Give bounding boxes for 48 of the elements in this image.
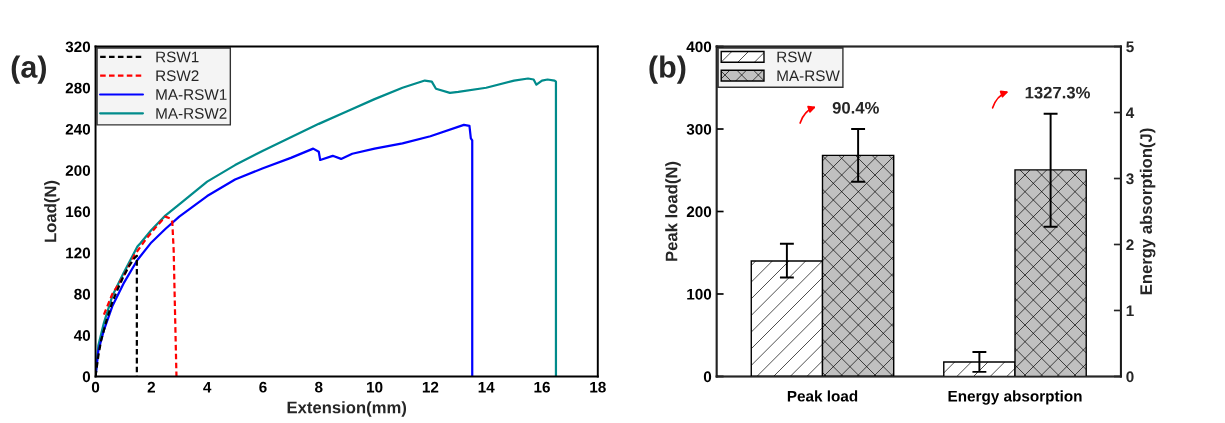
y-tick-label: 240 <box>65 123 91 135</box>
x-tick-label: 6 <box>259 381 267 393</box>
y-tick-label: 0 <box>82 371 91 383</box>
x-tick-label: 12 <box>422 381 439 393</box>
legend-label: MA-RSW <box>777 70 840 82</box>
chart-title: (b) <box>649 55 686 84</box>
x-tick-label: 14 <box>478 381 495 393</box>
y-tick-label: 80 <box>74 288 91 300</box>
legend-label: RSW <box>777 51 812 63</box>
legend-label: MA-RSW2 <box>156 107 227 119</box>
x-tick-label: Energy absorption <box>948 390 1082 405</box>
x-tick-label: 18 <box>590 381 606 393</box>
y-tick-label: 200 <box>686 206 712 218</box>
y-tick-label: 100 <box>687 288 712 300</box>
legend-label: MA-RSW1 <box>156 89 227 100</box>
chart-title: (a) <box>11 55 46 84</box>
line-series <box>95 123 474 377</box>
line-series <box>102 215 178 377</box>
y-tick-label: 400 <box>686 41 712 53</box>
x-tick-label: Peak load <box>787 390 858 402</box>
legend-label: RSW1 <box>156 51 199 63</box>
y2-tick-label: 5 <box>1126 41 1134 53</box>
y2-tick-label: 2 <box>1126 239 1134 251</box>
y-tick-label: 300 <box>686 123 712 135</box>
annotation: 90.4% <box>832 101 879 114</box>
x-tick-label: 16 <box>534 381 550 393</box>
y2-tick-label: 1 <box>1126 305 1134 317</box>
x-axis-title: Extension(mm) <box>287 401 407 417</box>
annotation: 1327.3% <box>1025 86 1090 99</box>
y-tick-label: 160 <box>66 206 91 218</box>
x-tick-label: 4 <box>203 381 212 393</box>
y-tick-label: 120 <box>66 247 91 259</box>
y2-tick-label: 3 <box>1126 173 1134 185</box>
y2-tick-label: 4 <box>1125 107 1135 119</box>
x-tick-label: 2 <box>147 381 155 393</box>
x-tick-label: 8 <box>315 381 323 393</box>
y-tick-label: 0 <box>703 371 712 383</box>
y2-tick-label: 0 <box>1126 371 1134 383</box>
y2-axis-title: Energy absorption(J) <box>1139 128 1156 295</box>
y-axis-title: Peak load(N) <box>665 161 681 261</box>
legend-label: RSW2 <box>156 70 199 82</box>
y-tick-label: 320 <box>65 41 91 53</box>
x-tick-label: 0 <box>91 381 100 393</box>
y-axis-title: Load(N) <box>44 180 60 242</box>
x-tick-label: 10 <box>367 381 383 393</box>
y-tick-label: 280 <box>65 82 91 94</box>
y-tick-label: 40 <box>73 330 91 341</box>
y-tick-label: 200 <box>65 165 91 176</box>
